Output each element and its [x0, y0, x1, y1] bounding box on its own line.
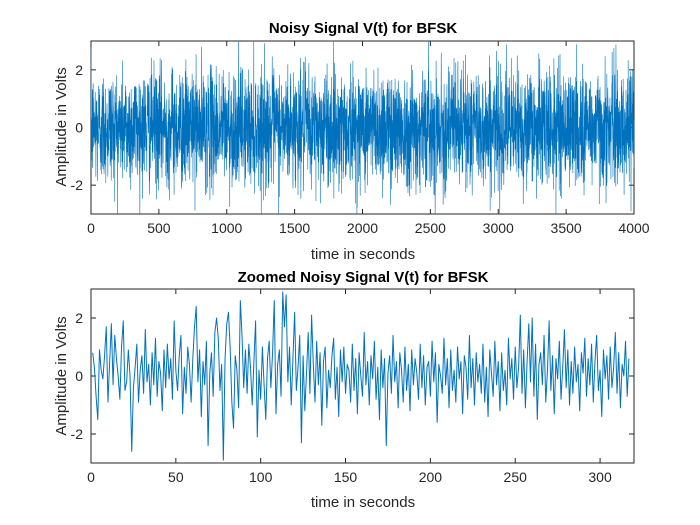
y-tick-label: 0: [75, 120, 83, 136]
zoomed-signal-chart: Zoomed Noisy Signal V(t) for BFSK 0 50 100…: [53, 269, 635, 511]
y-tick-label: 2: [75, 310, 83, 326]
x-tick-label: 0: [87, 469, 95, 485]
x-tick-label: 200: [419, 469, 443, 485]
series-group: [92, 291, 630, 461]
y-axis-label: Amplitude in Volts: [53, 67, 70, 186]
x-tick-label: 150: [334, 469, 358, 485]
series-group: [90, 40, 635, 215]
x-tick-label: 2500: [415, 220, 446, 236]
tick-group: 0 50 100 150 200 250 300 -2 0 2: [71, 289, 634, 485]
noisy-signal-chart: Noisy Signal V(t) for BFSK 0 500 1000 1500 2…: [53, 20, 650, 263]
chart-title: Zoomed Noisy Signal V(t) for BFSK: [238, 269, 489, 286]
plot-area: [90, 288, 635, 464]
x-tick-label: 2000: [347, 220, 378, 236]
x-tick-label: 3000: [483, 220, 514, 236]
y-tick-label: -2: [71, 426, 84, 442]
x-tick-label: 3500: [551, 220, 582, 236]
x-tick-label: 4000: [618, 220, 649, 236]
x-tick-label: 1500: [279, 220, 310, 236]
y-tick-label: 0: [75, 368, 83, 384]
x-tick-label: 300: [588, 469, 612, 485]
x-tick-label: 500: [147, 220, 171, 236]
x-tick-label: 250: [504, 469, 528, 485]
tick-group: 0 500 1000 1500 2000 2500 3000 3500 4000 -2 0 2: [71, 41, 650, 236]
x-tick-label: 100: [249, 469, 273, 485]
y-tick-label: 2: [75, 62, 83, 78]
y-axis-label: Amplitude in Volts: [53, 316, 70, 435]
x-axis-label: time in seconds: [311, 494, 415, 511]
x-tick-label: 0: [87, 220, 95, 236]
x-tick-label: 50: [168, 469, 184, 485]
y-tick-label: -2: [71, 177, 84, 193]
chart-title: Noisy Signal V(t) for BFSK: [269, 20, 458, 37]
x-tick-label: 1000: [211, 220, 242, 236]
signal-line: [92, 291, 630, 461]
signal-line: [90, 40, 635, 215]
x-axis-label: time in seconds: [311, 246, 415, 263]
